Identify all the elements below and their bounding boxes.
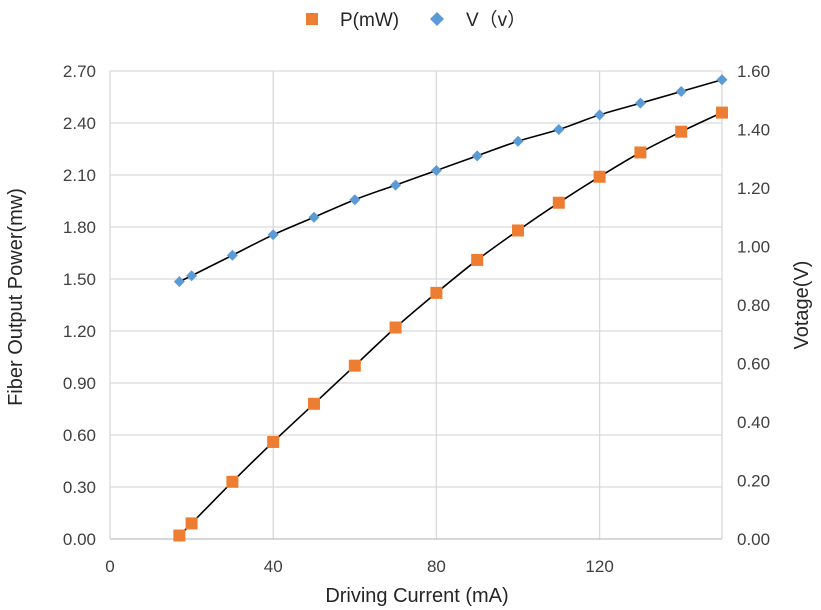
x-tick-label: 80 — [427, 557, 446, 576]
voltage-point — [267, 229, 279, 241]
power-point — [675, 125, 688, 138]
voltage-point — [553, 124, 565, 135]
axes — [109, 71, 722, 540]
right-y-tick-label: 0.20 — [737, 472, 770, 491]
left-y-tick-label: 1.80 — [63, 218, 96, 237]
left-y-axis-title: Fiber Output Power(mw) — [5, 188, 27, 406]
voltage-point — [173, 276, 185, 288]
power-point — [716, 106, 728, 119]
legend-label-voltage: V（v） — [466, 9, 526, 31]
voltage-point — [512, 135, 524, 147]
legend-marker-voltage — [430, 12, 444, 26]
power-point — [226, 475, 239, 488]
tick-labels: 0.00 0.30 0.60 0.90 1.20 1.50 1.80 2.10 2.40 2.70… — [63, 62, 770, 576]
right-y-tick-label: 0.80 — [737, 296, 770, 315]
voltage-point — [471, 150, 483, 162]
power-point — [471, 253, 484, 266]
power-point — [634, 146, 647, 159]
right-y-tick-label: 0.40 — [737, 413, 770, 432]
right-y-tick-label: 1.00 — [737, 238, 770, 257]
right-y-tick-label: 0.60 — [737, 355, 770, 374]
x-tick-label: 40 — [264, 557, 283, 576]
power-point — [430, 286, 443, 299]
power-point — [593, 170, 606, 183]
right-y-tick-label: 0.00 — [737, 530, 770, 549]
voltage-point — [634, 97, 646, 109]
voltage-point — [308, 211, 320, 223]
gridlines — [110, 70, 723, 539]
x-tick-label: 0 — [105, 557, 114, 576]
left-y-tick-label: 2.70 — [63, 62, 96, 81]
x-axis-title: Driving Current (mA) — [325, 585, 508, 607]
voltage-point — [716, 74, 728, 86]
left-y-tick-label: 2.40 — [63, 114, 96, 133]
left-y-tick-label: 0.00 — [63, 530, 96, 549]
right-y-tick-label: 1.20 — [737, 179, 770, 198]
voltage-point — [186, 270, 198, 282]
legend-marker-power — [306, 13, 318, 25]
x-tick-label: 120 — [585, 557, 613, 576]
power-point — [308, 397, 320, 410]
legend: P(mW) V（v） — [306, 9, 526, 31]
power-point — [552, 196, 565, 209]
left-y-tick-label: 0.30 — [63, 478, 96, 497]
power-point — [185, 517, 198, 530]
left-y-tick-label: 0.90 — [63, 374, 96, 393]
right-y-tick-label: 1.60 — [737, 62, 770, 81]
power-point — [173, 529, 186, 542]
voltage-point — [226, 249, 238, 261]
power-point — [267, 435, 280, 448]
voltage-point — [675, 85, 687, 97]
left-y-tick-label: 0.60 — [63, 426, 96, 445]
voltage-point — [390, 179, 402, 191]
right-y-axis-title: Votage(V) — [791, 261, 813, 350]
left-y-tick-label: 2.10 — [63, 166, 96, 185]
voltage-point — [430, 164, 442, 176]
right-y-tick-label: 1.40 — [737, 121, 770, 140]
power-point — [389, 321, 402, 334]
voltage-trendline — [179, 79, 723, 283]
legend-label-power: P(mW) — [340, 10, 399, 31]
power-trendline — [178, 111, 723, 537]
data-markers — [173, 74, 728, 542]
left-y-tick-label: 1.50 — [63, 270, 96, 289]
voltage-point — [594, 109, 606, 121]
voltage-point — [349, 194, 361, 206]
power-point — [512, 224, 524, 237]
left-y-tick-label: 1.20 — [63, 322, 96, 341]
power-point — [348, 359, 361, 372]
